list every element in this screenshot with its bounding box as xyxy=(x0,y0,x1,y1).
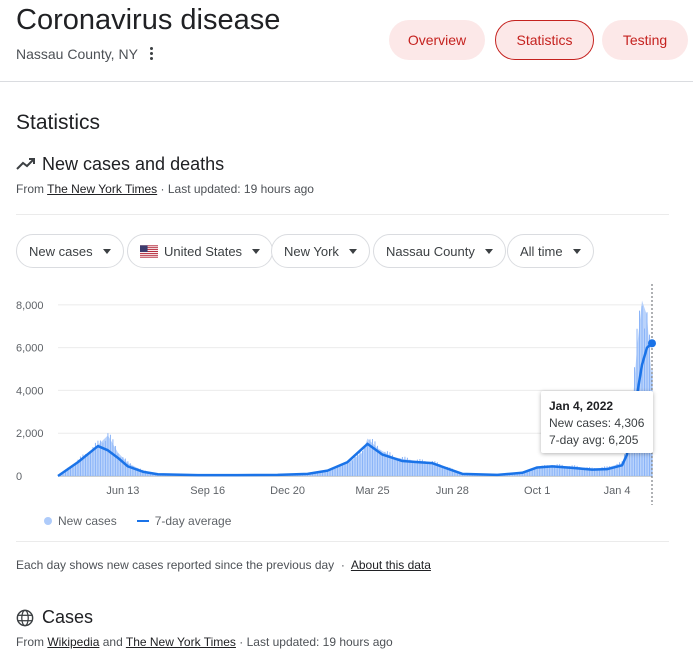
globe-icon xyxy=(16,609,34,627)
y-tick-label: 8,000 xyxy=(16,300,44,312)
nyt-link-2[interactable]: The New York Times xyxy=(125,635,236,649)
divider xyxy=(16,541,669,542)
metric-dropdown[interactable]: New cases xyxy=(16,234,124,268)
trending-icon xyxy=(16,158,35,170)
y-tick-label: 2,000 xyxy=(16,428,44,440)
tooltip-avg: 7-day avg: 6,205 xyxy=(549,433,639,447)
legend-new-cases: New cases xyxy=(58,514,117,528)
legend-avg: 7-day average xyxy=(154,514,232,528)
location-subtitle: Nassau County, NY xyxy=(16,46,138,62)
chart-legend: New cases 7-day average xyxy=(44,514,231,528)
tab-statistics[interactable]: Statistics xyxy=(495,20,594,60)
tooltip-new-cases: New cases: 4,306 xyxy=(549,416,645,430)
dropdown-arrow-icon xyxy=(252,248,261,254)
y-tick-label: 6,000 xyxy=(16,343,44,355)
country-dropdown[interactable]: United States xyxy=(127,234,274,268)
page-title: Coronavirus disease xyxy=(16,4,281,36)
state-dropdown-label: New York xyxy=(284,243,339,259)
more-vert-icon[interactable] xyxy=(146,45,158,63)
divider xyxy=(16,214,669,215)
county-dropdown-label: Nassau County xyxy=(386,243,475,259)
cases-heading: Cases xyxy=(42,607,94,627)
legend-line-icon xyxy=(136,520,149,522)
x-tick-label: Sep 16 xyxy=(190,485,225,497)
nyt-link[interactable]: The New York Times xyxy=(47,182,158,196)
data-note: Each day shows new cases reported since … xyxy=(16,558,431,572)
chart-heading: New cases and deaths xyxy=(42,154,225,174)
tab-overview[interactable]: Overview xyxy=(389,20,485,60)
x-tick-label: Jan 4 xyxy=(604,485,631,497)
note-separator: · xyxy=(340,558,345,572)
last-updated: · Last updated: 19 hours ago xyxy=(160,182,314,196)
dropdown-arrow-icon xyxy=(348,248,357,254)
header: Coronavirus disease Nassau County, NY Ov… xyxy=(0,0,693,82)
dropdown-arrow-icon xyxy=(572,248,581,254)
x-tick-label: Mar 25 xyxy=(355,485,389,497)
x-tick-label: Jun 13 xyxy=(106,485,139,497)
cases-chart[interactable]: 0 2,000 4,000 6,000 8,000 Jun 13 Sep 16 Dec 20 M… xyxy=(0,280,693,505)
y-tick-label: 0 xyxy=(16,471,22,483)
dropdown-arrow-icon xyxy=(102,248,111,254)
hover-point xyxy=(648,339,656,348)
x-tick-label: Jun 28 xyxy=(436,485,469,497)
note-text: Each day shows new cases reported since … xyxy=(16,558,335,572)
section-title: Statistics xyxy=(16,111,101,134)
x-tick-label: Oct 1 xyxy=(524,485,550,497)
cases-source-line: From Wikipedia and The New York Times · … xyxy=(16,635,393,649)
cases-last-updated: · Last updated: 19 hours ago xyxy=(239,635,393,649)
metric-dropdown-label: New cases xyxy=(29,243,93,259)
seven-day-average-line xyxy=(57,342,653,478)
source-prefix: From xyxy=(16,182,44,196)
source-line: From The New York Times · Last updated: … xyxy=(16,182,314,196)
dropdown-arrow-icon xyxy=(484,248,493,254)
x-tick-label: Dec 20 xyxy=(270,485,305,497)
tooltip-date: Jan 4, 2022 xyxy=(549,399,614,413)
cases-source-prefix: From xyxy=(16,635,44,649)
about-data-link[interactable]: About this data xyxy=(350,558,431,572)
wikipedia-link[interactable]: Wikipedia xyxy=(47,635,100,649)
time-range-dropdown-label: All time xyxy=(520,243,563,259)
y-tick-label: 4,000 xyxy=(16,385,44,397)
country-dropdown-label: United States xyxy=(164,243,243,259)
tab-testing[interactable]: Testing xyxy=(602,20,688,60)
county-dropdown[interactable]: Nassau County xyxy=(373,234,506,268)
chart-tooltip: Jan 4, 2022 New cases: 4,306 7-day avg: … xyxy=(541,391,653,453)
time-range-dropdown[interactable]: All time xyxy=(507,234,594,268)
cases-source-and: and xyxy=(102,635,123,649)
state-dropdown[interactable]: New York xyxy=(271,234,370,268)
us-flag-icon xyxy=(140,244,158,258)
legend-dot-icon xyxy=(44,517,52,525)
